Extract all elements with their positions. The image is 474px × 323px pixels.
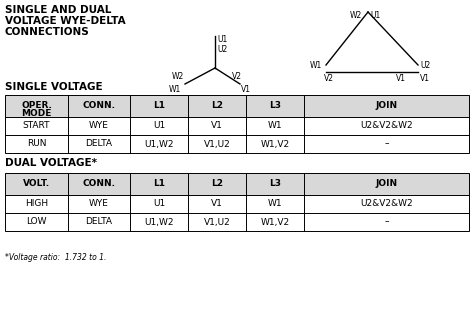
Text: L3: L3 <box>269 101 281 110</box>
Text: W1: W1 <box>268 121 283 130</box>
Text: U1,W2: U1,W2 <box>144 217 174 226</box>
Text: W1,V2: W1,V2 <box>260 217 290 226</box>
Text: V2: V2 <box>232 72 242 81</box>
Text: CONNECTIONS: CONNECTIONS <box>5 27 90 37</box>
Bar <box>5 173 469 195</box>
Text: *Voltage ratio:  1.732 to 1.: *Voltage ratio: 1.732 to 1. <box>5 253 106 262</box>
Bar <box>5 95 469 153</box>
Text: U1: U1 <box>217 35 227 44</box>
Text: U1: U1 <box>153 200 165 209</box>
Text: WYE: WYE <box>89 121 109 130</box>
Text: CONN.: CONN. <box>82 101 116 110</box>
Text: VOLTAGE WYE-DELTA: VOLTAGE WYE-DELTA <box>5 16 126 26</box>
Text: U2&V2&W2: U2&V2&W2 <box>360 121 413 130</box>
Text: START: START <box>23 121 50 130</box>
Text: U2&V2&W2: U2&V2&W2 <box>360 200 413 209</box>
Text: U1: U1 <box>370 11 380 20</box>
Text: V1,U2: V1,U2 <box>204 140 230 149</box>
Text: W1: W1 <box>169 85 181 94</box>
Text: W1,V2: W1,V2 <box>260 140 290 149</box>
Text: OPER.: OPER. <box>21 101 52 110</box>
Text: HIGH: HIGH <box>25 200 48 209</box>
Text: DUAL VOLTAGE*: DUAL VOLTAGE* <box>5 158 97 168</box>
Text: W1: W1 <box>310 61 322 70</box>
Text: CONN.: CONN. <box>82 180 116 189</box>
Text: RUN: RUN <box>27 140 46 149</box>
Text: –: – <box>384 217 389 226</box>
Text: LOW: LOW <box>26 217 47 226</box>
Text: L2: L2 <box>211 180 223 189</box>
Text: W2: W2 <box>350 11 362 20</box>
Text: U1: U1 <box>153 121 165 130</box>
Text: MODE: MODE <box>21 109 52 118</box>
Text: VOLT.: VOLT. <box>23 180 50 189</box>
Text: JOIN: JOIN <box>375 101 398 110</box>
Text: V1,U2: V1,U2 <box>204 217 230 226</box>
Text: L1: L1 <box>153 180 165 189</box>
Bar <box>5 95 469 117</box>
Text: JOIN: JOIN <box>375 180 398 189</box>
Text: DELTA: DELTA <box>85 140 112 149</box>
Text: U2: U2 <box>217 45 227 54</box>
Text: WYE: WYE <box>89 200 109 209</box>
Text: –: – <box>384 140 389 149</box>
Text: W2: W2 <box>172 72 184 81</box>
Text: DELTA: DELTA <box>85 217 112 226</box>
Bar <box>5 173 469 231</box>
Text: SINGLE AND DUAL: SINGLE AND DUAL <box>5 5 111 15</box>
Text: V1: V1 <box>420 74 430 83</box>
Text: SINGLE VOLTAGE: SINGLE VOLTAGE <box>5 82 103 92</box>
Text: V1: V1 <box>211 121 223 130</box>
Text: L2: L2 <box>211 101 223 110</box>
Text: W1: W1 <box>268 200 283 209</box>
Text: L1: L1 <box>153 101 165 110</box>
Text: V1: V1 <box>211 200 223 209</box>
Text: V1: V1 <box>241 85 251 94</box>
Text: U1,W2: U1,W2 <box>144 140 174 149</box>
Text: U2: U2 <box>420 61 430 70</box>
Text: V1: V1 <box>396 74 406 83</box>
Text: L3: L3 <box>269 180 281 189</box>
Text: V2: V2 <box>324 74 334 83</box>
